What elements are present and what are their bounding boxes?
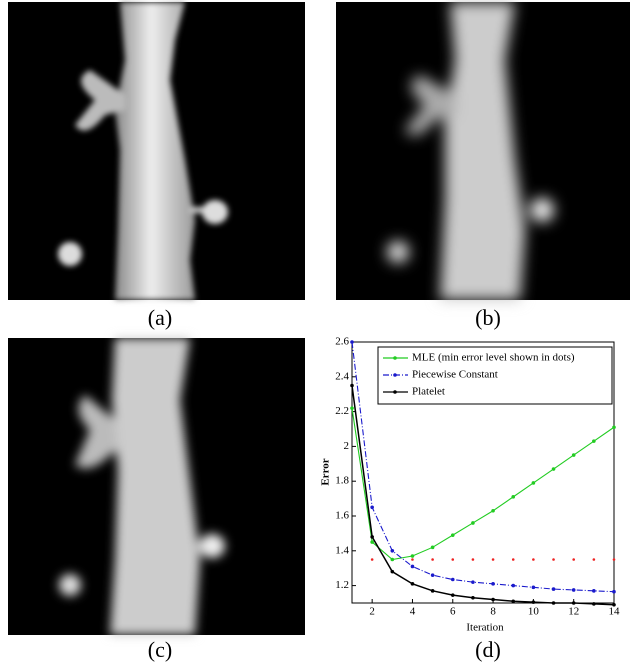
- series-line: [351, 408, 615, 561]
- min-error-dot: [431, 558, 434, 561]
- legend-box: [377, 346, 613, 405]
- series-marker: [531, 481, 536, 485]
- y-tick-label: 1.4: [335, 544, 349, 556]
- series-line: [351, 341, 615, 593]
- series-marker: [531, 600, 536, 604]
- series-marker: [592, 439, 596, 443]
- series-marker: [390, 557, 395, 562]
- x-tick-label: 6: [450, 606, 456, 618]
- y-tick-label: 2: [344, 440, 350, 452]
- caption: (d): [475, 637, 501, 662]
- series-marker: [390, 569, 395, 574]
- y-tick-label: 2.2: [335, 405, 349, 417]
- legend-label: Platelet: [412, 386, 445, 398]
- image-c: [8, 338, 305, 635]
- min-error-dot: [511, 558, 515, 561]
- series-marker: [571, 588, 576, 592]
- legend-marker: [393, 390, 397, 394]
- min-error-dot: [491, 558, 495, 561]
- caption: (b): [475, 305, 501, 330]
- plot-frame: [351, 341, 615, 604]
- y-tick-label: 1.2: [335, 579, 349, 591]
- series-marker: [350, 383, 354, 388]
- legend-label: MLE (min error level shown in dots): [412, 352, 575, 364]
- min-error-dot: [471, 558, 475, 561]
- caption: (a): [148, 305, 172, 330]
- series-marker: [471, 595, 475, 600]
- series-marker: [370, 540, 374, 544]
- series-marker: [491, 508, 495, 513]
- min-error-dot: [532, 558, 535, 561]
- series-marker: [551, 467, 556, 471]
- x-tick-label: 2: [369, 606, 375, 618]
- series-marker: [410, 554, 415, 558]
- series-marker: [531, 585, 536, 590]
- series-marker: [450, 577, 455, 582]
- min-error-dot: [451, 558, 455, 561]
- series-marker: [511, 599, 516, 604]
- min-error-dot: [592, 558, 596, 561]
- image-a: [8, 2, 305, 300]
- series-marker: [511, 495, 516, 499]
- x-tick-label: 10: [528, 606, 540, 618]
- series-marker: [450, 533, 455, 537]
- series-marker: [350, 340, 354, 344]
- series-marker: [592, 589, 596, 593]
- series-marker: [491, 597, 495, 602]
- y-tick-label: 2.4: [335, 370, 349, 382]
- series-marker: [551, 587, 556, 591]
- min-error-dot: [612, 558, 616, 561]
- series-marker: [551, 601, 556, 605]
- series-marker: [370, 505, 374, 510]
- x-tick-label: 12: [568, 606, 579, 618]
- series-marker: [390, 549, 395, 553]
- series-marker: [571, 453, 576, 457]
- image-b: [336, 2, 630, 300]
- series-marker: [370, 535, 374, 539]
- x-axis-label: Iteration: [466, 622, 504, 634]
- series-marker: [612, 425, 616, 430]
- min-error-dot: [411, 558, 414, 561]
- legend-marker: [393, 356, 397, 360]
- series-marker: [410, 582, 415, 586]
- y-tick-label: 2.6: [335, 336, 349, 348]
- x-tick-label: 4: [410, 606, 416, 618]
- y-axis-label: Error: [320, 458, 332, 485]
- series-marker: [350, 406, 354, 410]
- series-marker: [471, 580, 475, 584]
- min-error-dot: [370, 558, 374, 561]
- series-marker: [612, 589, 616, 594]
- series-line: [351, 385, 615, 606]
- x-tick-label: 8: [490, 606, 496, 618]
- series-marker: [430, 545, 435, 550]
- series-marker: [430, 589, 435, 593]
- min-error-dot: [552, 558, 555, 561]
- series-marker: [430, 573, 435, 577]
- caption: (c): [148, 637, 172, 662]
- legend-label: Piecewise Constant: [412, 369, 498, 381]
- series-marker: [471, 521, 475, 525]
- series-marker: [571, 601, 576, 605]
- series-marker: [410, 564, 415, 569]
- series-marker: [450, 593, 455, 597]
- legend-marker: [393, 373, 397, 377]
- x-tick-label: 14: [609, 606, 621, 618]
- y-tick-label: 1.6: [335, 510, 349, 522]
- series-marker: [511, 583, 516, 588]
- y-tick-label: 1.8: [335, 475, 349, 487]
- min-error-dot: [572, 558, 575, 561]
- series-marker: [592, 602, 596, 606]
- series-marker: [491, 582, 495, 586]
- series-marker: [612, 602, 616, 607]
